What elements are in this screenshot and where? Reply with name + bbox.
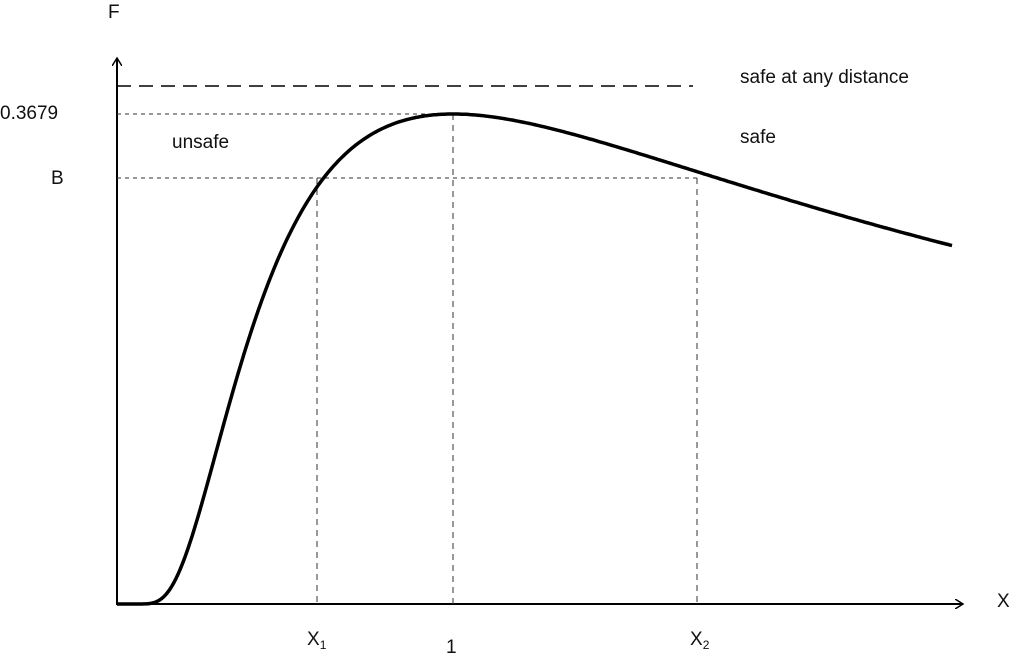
safe-label: safe [740,127,776,148]
peak-value-label: 0.3679 [0,103,59,124]
one-label: 1 [446,637,457,658]
x-axis-label: X [997,591,1010,612]
f-curve [117,112,953,606]
unsafe-label: unsafe [172,132,230,153]
y-axis-label: F [108,2,120,23]
x1-label: X1 [307,629,327,652]
safe-any-distance-label: safe at any distance [740,67,909,88]
x2-label: X2 [690,629,710,652]
b-label: B [51,168,64,189]
